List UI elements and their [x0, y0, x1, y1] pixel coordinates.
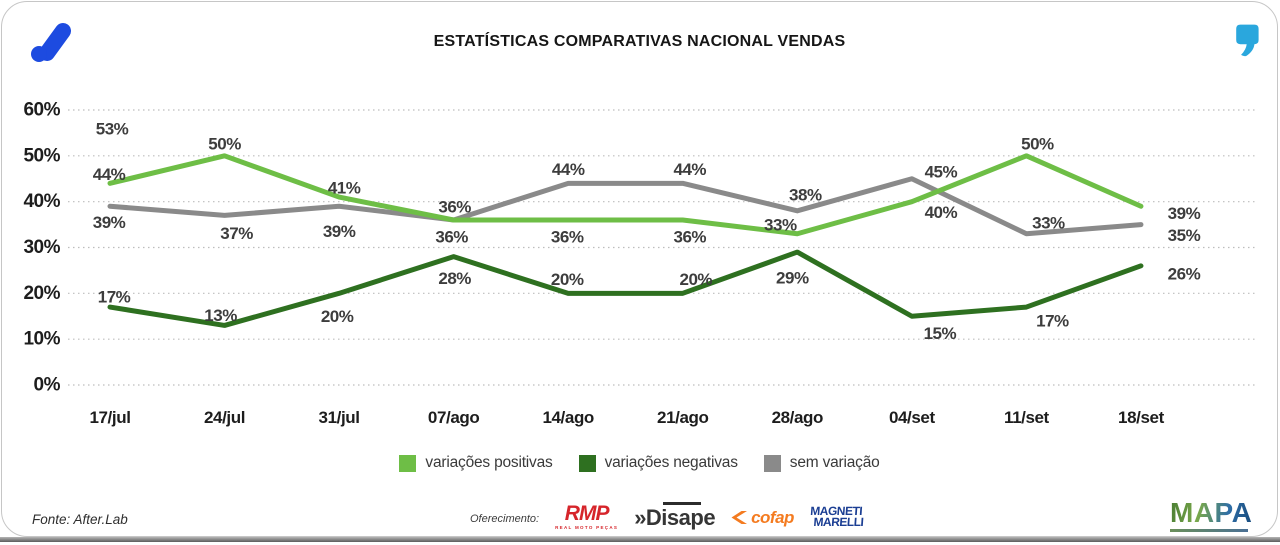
x-tick-label: 28/ago: [772, 408, 823, 427]
sponsors-row: Oferecimento: RMP REAL MOTO PEÇAS »Disap…: [470, 501, 864, 531]
x-tick-label: 17/jul: [89, 408, 130, 427]
series-line-1: [107, 249, 1144, 328]
cofap-logo-text: cofap: [751, 507, 794, 527]
disape-logo-text: »Disape: [634, 505, 716, 531]
data-label: 44%: [673, 160, 706, 179]
y-tick-label: 50%: [23, 145, 60, 166]
x-tick-label: 21/ago: [657, 408, 708, 427]
cofap-logo: cofap: [731, 504, 794, 528]
data-label: 44%: [93, 165, 126, 184]
after-lab-brand-icon: [31, 23, 71, 62]
data-label: 20%: [679, 270, 712, 289]
data-label: 36%: [438, 198, 471, 217]
disape-logo: »Disape: [634, 502, 716, 531]
series-line-0: [107, 153, 1144, 237]
data-label: 36%: [435, 228, 468, 247]
x-tick-label: 04/set: [889, 408, 936, 427]
y-tick-label: 20%: [23, 283, 60, 304]
legend-item-1: variações negativas: [578, 454, 738, 472]
y-tick-label: 30%: [23, 237, 60, 258]
mapa-logo-text: MAPA: [1170, 497, 1253, 528]
data-label: 20%: [551, 270, 584, 289]
annotation-label: 53%: [96, 120, 129, 139]
data-label: 20%: [321, 307, 354, 326]
data-label: 40%: [925, 203, 958, 222]
data-label: 38%: [789, 185, 822, 204]
data-label: 35%: [1168, 226, 1201, 245]
quote-mark-icon: [1236, 24, 1259, 57]
offering-label: Oferecimento:: [470, 512, 540, 525]
magneti-marelli-logo: MAGNETI MARELLI: [809, 504, 864, 529]
data-label: 36%: [551, 228, 584, 247]
data-label: 33%: [1032, 213, 1065, 232]
data-label: 28%: [438, 269, 471, 288]
data-label: 39%: [1168, 204, 1201, 223]
chart-title: ESTATÍSTICAS COMPARATIVAS NACIONAL VENDA…: [433, 33, 846, 50]
mapa-logo: MAPA: [1170, 499, 1252, 532]
disape-microtext-bar: [663, 502, 702, 506]
rmp-logo: RMP REAL MOTO PEÇAS: [555, 501, 618, 531]
data-label: 39%: [93, 213, 126, 232]
x-tick-label: 18/set: [1118, 408, 1165, 427]
data-label: 17%: [1036, 312, 1069, 331]
x-tick-label: 14/ago: [542, 408, 593, 427]
data-label: 44%: [552, 160, 585, 179]
chart-legend: variações positivas variações negativas se…: [2, 454, 1277, 472]
data-label: 17%: [98, 288, 131, 307]
legend-swatch-icon: [399, 454, 417, 472]
rmp-tagline: REAL MOTO PEÇAS: [555, 525, 619, 530]
data-label: 15%: [924, 324, 957, 343]
legend-label: sem variação: [789, 454, 880, 471]
x-tick-label: 07/ago: [428, 408, 479, 427]
data-label: 26%: [1168, 264, 1201, 283]
x-tick-label: 31/jul: [319, 408, 360, 427]
data-label: 50%: [1021, 134, 1054, 153]
data-label: 41%: [328, 179, 361, 198]
data-label: 45%: [925, 162, 958, 181]
y-tick-label: 0%: [34, 375, 61, 396]
data-label: 39%: [323, 222, 356, 241]
data-label: 50%: [208, 134, 241, 153]
legend-item-0: variações positivas: [399, 454, 553, 472]
data-label: 29%: [776, 269, 809, 288]
y-tick-label: 60%: [23, 100, 60, 121]
line-chart: 0% 10% 20% 30% 40% 50% 60% 17/jul 24/jul 31/jul 07…: [2, 2, 1277, 442]
data-label: 13%: [204, 306, 237, 325]
source-text: Fonte: After.Lab: [32, 512, 128, 527]
x-tick-label: 24/jul: [204, 408, 245, 427]
legend-label: variações negativas: [604, 454, 738, 471]
data-label: 33%: [764, 215, 797, 234]
y-tick-label: 40%: [23, 191, 60, 212]
legend-item-2: sem variação: [763, 454, 880, 472]
legend-swatch-icon: [763, 454, 781, 472]
mapa-tagline-bar: [1170, 529, 1248, 532]
x-tick-label: 11/set: [1004, 408, 1050, 427]
data-label: 37%: [220, 224, 253, 243]
series-line-2: [107, 176, 1144, 237]
y-tick-label: 10%: [23, 329, 60, 350]
legend-swatch-icon: [578, 454, 596, 472]
cofap-arrow-icon: [731, 511, 748, 525]
data-label: 36%: [673, 228, 706, 247]
legend-label: variações positivas: [425, 454, 553, 471]
bottom-edge-bar: [0, 537, 1280, 542]
magneti-line2: MARELLI: [813, 514, 864, 529]
rmp-logo-text: RMP: [564, 502, 610, 525]
